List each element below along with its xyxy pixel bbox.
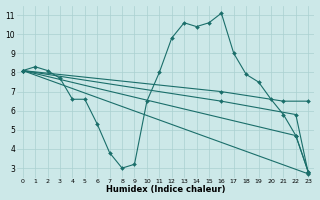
X-axis label: Humidex (Indice chaleur): Humidex (Indice chaleur) — [106, 185, 225, 194]
